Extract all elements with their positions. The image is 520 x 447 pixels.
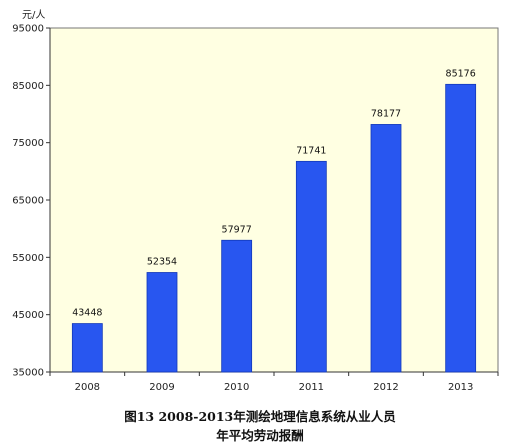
bar-2011 — [295, 160, 327, 373]
bar-2012 — [370, 124, 402, 373]
y-tick-label: 85000 — [12, 81, 44, 92]
data-label-2009: 52354 — [147, 257, 177, 268]
x-tick-label-2010: 2010 — [224, 382, 249, 393]
x-tick-label-2009: 2009 — [149, 382, 174, 393]
x-tick-label-2013: 2013 — [448, 382, 473, 393]
data-labels: 43448 52354 57977 71741 78177 85176 — [72, 68, 476, 318]
x-axis: 2008 2009 2010 2011 2012 2013 — [49, 371, 499, 393]
y-tick-label: 95000 — [12, 24, 44, 35]
data-label-2012: 78177 — [371, 108, 401, 119]
bar-chart: 元/人 35000450005500065000750008500095000 … — [12, 9, 499, 393]
plot-area — [49, 27, 499, 373]
y-tick-label: 35000 — [12, 368, 44, 379]
x-tick-label-2008: 2008 — [75, 382, 100, 393]
y-tick-label: 55000 — [12, 253, 44, 264]
y-axis: 35000 45000 55000 65000 75000 85000 95000 — [12, 24, 51, 379]
x-tick-label-2012: 2012 — [373, 382, 398, 393]
bar-2009 — [146, 272, 178, 373]
x-tick-label-2011: 2011 — [299, 382, 324, 393]
data-label-2008: 43448 — [72, 308, 102, 319]
data-label-2013: 85176 — [446, 68, 476, 79]
y-tick-label: 65000 — [12, 196, 44, 207]
bar-series — [71, 83, 477, 373]
chart-caption-line1: 图13 2008-2013年测绘地理信息系统从业人员 — [124, 409, 396, 424]
chart-caption-line2: 年平均劳动报酬 — [216, 428, 304, 443]
bar-2013 — [445, 83, 477, 373]
data-label-2011: 71741 — [296, 145, 326, 156]
bar-2008 — [71, 323, 103, 373]
bar-2010 — [221, 239, 253, 373]
data-label-2010: 57977 — [222, 224, 252, 235]
y-tick-label: 75000 — [12, 138, 44, 149]
y-tick-label: 45000 — [12, 310, 44, 321]
y-unit-label: 元/人 — [22, 9, 45, 21]
